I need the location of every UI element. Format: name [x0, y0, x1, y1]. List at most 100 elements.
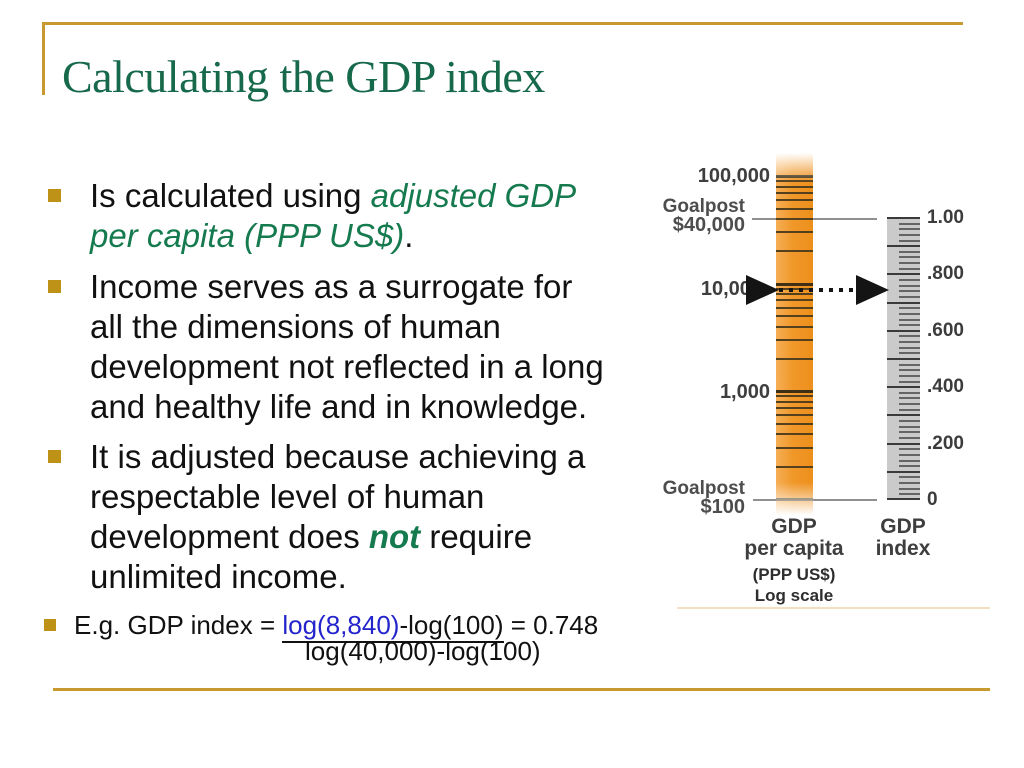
bullet-3-line-4: unlimited income. [90, 558, 347, 595]
index-minor-tick [899, 403, 920, 406]
text-segment: require [420, 518, 533, 555]
bullet-4-text: E.g. GDP index = log(8,840)-log(100) = 0… [74, 610, 599, 643]
index-major-tick [887, 273, 920, 276]
index-major-tick [887, 498, 920, 500]
index-minor-tick [899, 267, 920, 270]
index-minor-tick [899, 228, 920, 231]
bullet-2-line-3: development not reflected in a long [90, 348, 604, 385]
subcaption-line: (PPP US$) [752, 565, 836, 584]
text-segment-green-italic: adjusted GDP [370, 177, 577, 214]
index-minor-tick [899, 233, 920, 236]
formula-denominator: log(40,000)-log(100) [305, 636, 541, 666]
formula-hyperlink[interactable]: log(8,840) [282, 610, 400, 640]
slide-title: Calculating the GDP index [62, 51, 545, 102]
text-segment: . [404, 217, 414, 254]
bullet-1-line-2: per capita (PPP US$). [90, 216, 576, 256]
index-minor-tick [899, 493, 920, 496]
index-minor-tick [899, 482, 920, 485]
fraction-numerator: log(8,840)-log(100) [282, 610, 504, 643]
caption-line: per capita [744, 537, 844, 560]
bullet-3-line-2: respectable level of human [90, 478, 485, 515]
text-segment: = 0.748 [503, 610, 599, 640]
goalpost-value: $40,000 [672, 214, 745, 236]
index-minor-tick [899, 459, 920, 462]
index-minor-tick [899, 476, 920, 479]
index-minor-tick [899, 431, 920, 434]
index-minor-tick [899, 397, 920, 400]
figure-bottom-border [677, 607, 990, 609]
index-minor-tick [899, 436, 920, 439]
gdp-index-bar [887, 217, 920, 500]
index-major-tick [887, 217, 920, 219]
index-tick-label: .400 [927, 376, 964, 398]
arrowhead-right-icon [856, 275, 889, 305]
bullet-3-text: It is adjusted because achieving a respe… [90, 437, 585, 597]
bullet-1-text: Is calculated using adjusted GDP per cap… [90, 176, 576, 256]
bullet-square-icon [48, 280, 61, 293]
gdp-per-capita-bar [776, 153, 813, 515]
index-minor-tick [899, 487, 920, 490]
index-minor-tick [899, 448, 920, 451]
arrowhead-left-icon [746, 275, 779, 305]
bullet-square-icon [48, 450, 61, 463]
formula-numerator: E.g. GDP index = log(8,840)-log(100) = 0… [74, 610, 599, 643]
gdp-scale-label-10000: 10,000 [700, 278, 762, 300]
index-tick-label: 0 [927, 489, 938, 510]
index-major-tick [887, 301, 920, 304]
bullet-square-icon [48, 189, 61, 202]
gdp-index-caption: GDP index [823, 516, 983, 560]
goalpost-100-label: Goalpost $100 [613, 479, 745, 517]
text-segment: Is calculated using [90, 177, 371, 214]
text-segment: development does [90, 518, 369, 555]
index-minor-tick [899, 222, 920, 225]
bullet-2-line-4: and healthy life and in knowledge. [90, 388, 588, 425]
bullet-item-2: Income serves as a surrogate for all the… [48, 267, 604, 427]
index-minor-tick [899, 346, 920, 349]
gdp-per-capita-caption: GDP per capita (PPP US$) Log scale [714, 516, 874, 606]
gdp-scale-label-100000: 100,000 [697, 165, 770, 187]
goalpost-100-line [753, 499, 877, 501]
caption-line: GDP [880, 515, 926, 538]
index-major-tick [887, 442, 920, 445]
goalpost-word: Goalpost [662, 478, 745, 499]
index-minor-tick [899, 290, 920, 293]
index-minor-tick [899, 352, 920, 355]
index-minor-tick [899, 363, 920, 366]
caption-line: index [875, 537, 931, 560]
index-minor-tick [899, 465, 920, 468]
index-minor-tick [899, 312, 920, 315]
index-major-tick [887, 414, 920, 417]
index-minor-tick [899, 279, 920, 282]
index-tick-label: .200 [927, 432, 964, 454]
text-segment-green-bold-italic: not [368, 518, 421, 555]
bullet-square-icon [44, 619, 56, 631]
index-minor-tick [899, 324, 920, 327]
index-major-tick [887, 329, 920, 332]
index-tick-label: 1.00 [927, 207, 964, 228]
text-segment: -log(100) [399, 610, 504, 640]
index-major-tick [887, 245, 920, 248]
bullet-3-line-3: development does not require [90, 517, 585, 557]
index-major-tick [887, 386, 920, 389]
bullet-1-line-1: Is calculated using adjusted GDP [90, 176, 576, 216]
index-minor-tick [899, 256, 920, 259]
index-minor-tick [899, 374, 920, 377]
index-minor-tick [899, 408, 920, 411]
index-minor-tick [899, 425, 920, 428]
goalpost-40000-line [752, 218, 877, 220]
index-minor-tick [899, 250, 920, 253]
text-segment-green-italic: per capita (PPP US$) [90, 217, 405, 254]
index-minor-tick [899, 335, 920, 338]
index-minor-tick [899, 295, 920, 298]
footer-rule [53, 688, 990, 691]
index-minor-tick [899, 262, 920, 265]
index-minor-tick [899, 453, 920, 456]
bullet-2-line-2: all the dimensions of human [90, 308, 501, 345]
bullet-item-1: Is calculated using adjusted GDP per cap… [48, 176, 576, 256]
bullet-2-line-1: Income serves as a surrogate for [90, 268, 573, 305]
index-minor-tick [899, 380, 920, 383]
goalpost-word: Goalpost [662, 196, 745, 217]
text-segment: E.g. GDP index = [74, 610, 283, 640]
gdp-bar-fade [776, 153, 813, 515]
